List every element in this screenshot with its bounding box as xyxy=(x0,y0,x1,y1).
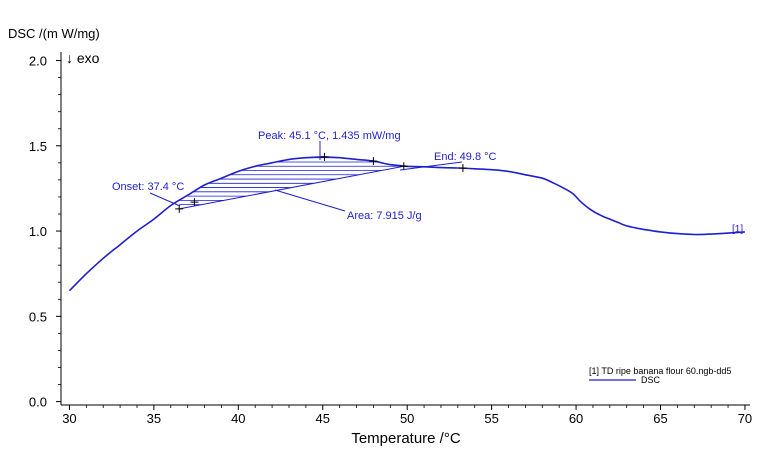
y-axis-title: DSC /(m W/mg) xyxy=(8,26,100,41)
area-leader xyxy=(274,189,346,212)
x-tick-label: 70 xyxy=(738,411,752,426)
cross-marker xyxy=(399,162,408,171)
x-tick-label: 35 xyxy=(147,411,161,426)
legend: [1] TD ripe banana flour 60.ngb-dd5 DSC xyxy=(589,366,731,385)
curve-tag: [1] xyxy=(732,224,743,235)
y-tick-label: 2.0 xyxy=(29,54,47,69)
dsc-curve xyxy=(68,156,745,292)
x-tick-label: 60 xyxy=(569,411,583,426)
x-tick-label: 40 xyxy=(231,411,245,426)
area-annotation: Area: 7.915 J/g xyxy=(347,210,422,222)
y-ticks: 0.0 0.5 1.0 1.5 2.0 xyxy=(29,54,61,410)
legend-file: [1] TD ripe banana flour 60.ngb-dd5 xyxy=(589,366,731,376)
onset-leader xyxy=(149,192,181,207)
cross-marker xyxy=(190,198,199,207)
x-tick-label: 50 xyxy=(400,411,414,426)
cross-marker xyxy=(175,204,184,213)
x-ticks: 30 35 40 45 50 55 60 65 70 xyxy=(62,405,752,426)
y-tick-label: 1.5 xyxy=(29,139,47,154)
x-axis-title: Temperature /°C xyxy=(351,430,461,447)
end-leader xyxy=(399,161,463,171)
y-tick-label: 1.0 xyxy=(29,224,47,239)
cross-marker xyxy=(369,157,378,166)
x-tick-label: 65 xyxy=(653,411,667,426)
peak-area-hatch xyxy=(179,157,404,206)
cross-marker xyxy=(458,163,467,172)
legend-entry: DSC xyxy=(641,375,661,385)
x-tick-label: 55 xyxy=(484,411,498,426)
end-annotation: End: 49.8 °C xyxy=(434,151,497,163)
x-tick-label: 45 xyxy=(316,411,330,426)
onset-annotation: Onset: 37.4 °C xyxy=(112,181,184,193)
exo-label: ↓ exo xyxy=(66,50,100,66)
y-tick-label: 0.0 xyxy=(29,395,47,410)
y-tick-label: 0.5 xyxy=(29,309,47,324)
x-tick-label: 30 xyxy=(62,411,76,426)
integration-baseline xyxy=(179,165,404,210)
curve-markers xyxy=(175,152,467,213)
cross-marker xyxy=(320,152,329,161)
peak-annotation: Peak: 45.1 °C, 1.435 mW/mg xyxy=(258,130,401,142)
